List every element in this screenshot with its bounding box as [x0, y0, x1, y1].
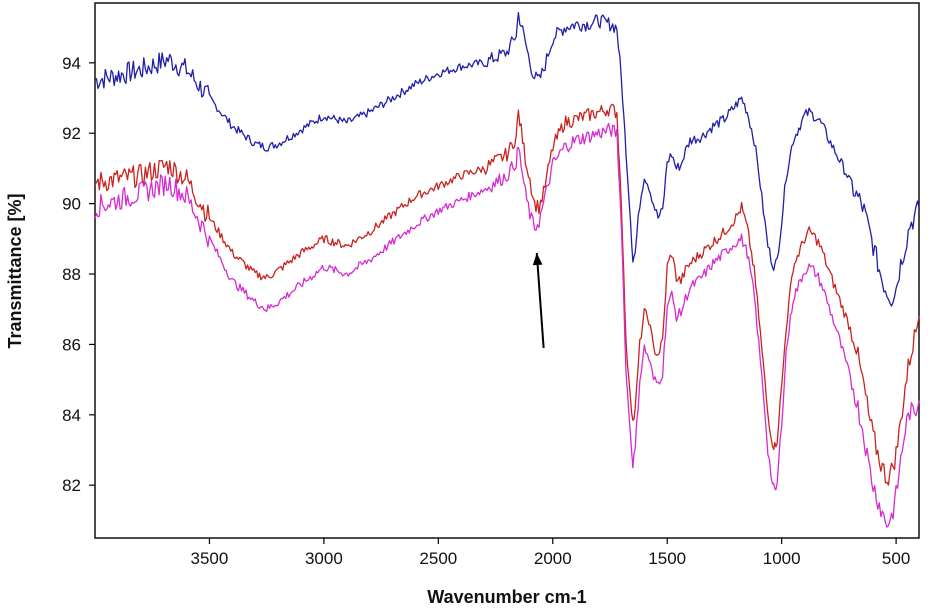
x-tick-label: 3000 — [305, 549, 343, 568]
spectra — [94, 11, 920, 528]
y-tick-label: 86 — [62, 335, 81, 354]
x-tick-label: 1000 — [763, 549, 801, 568]
arrow-head — [532, 252, 543, 266]
y-tick-label: 84 — [62, 406, 81, 425]
y-tick-label: 94 — [62, 54, 81, 73]
x-tick-label: 500 — [882, 549, 910, 568]
x-tick-label: 3500 — [191, 549, 229, 568]
y-tick-label: 88 — [62, 265, 81, 284]
spectrum-line-1 — [94, 11, 920, 307]
arrow-shaft — [535, 252, 545, 349]
y-axis-title: Transmittance [%] — [5, 193, 25, 348]
x-tick-label: 1500 — [648, 549, 686, 568]
x-tick-label: 2000 — [534, 549, 572, 568]
plot-frame — [94, 2, 920, 539]
y-tick-label: 82 — [62, 476, 81, 495]
x-tick-label: 2500 — [419, 549, 457, 568]
spectrum-line-2 — [94, 103, 920, 486]
y-tick-label: 92 — [62, 124, 81, 143]
spectrum-line-3 — [94, 122, 920, 528]
y-tick-label: 90 — [62, 195, 81, 214]
axis-ticks: 3500 3000 2500 2000 1500 1000 500 82 84 86 88 90 92 9… — [62, 54, 910, 568]
annotations — [532, 252, 545, 349]
x-axis-title: Wavenumber cm-1 — [427, 587, 586, 607]
